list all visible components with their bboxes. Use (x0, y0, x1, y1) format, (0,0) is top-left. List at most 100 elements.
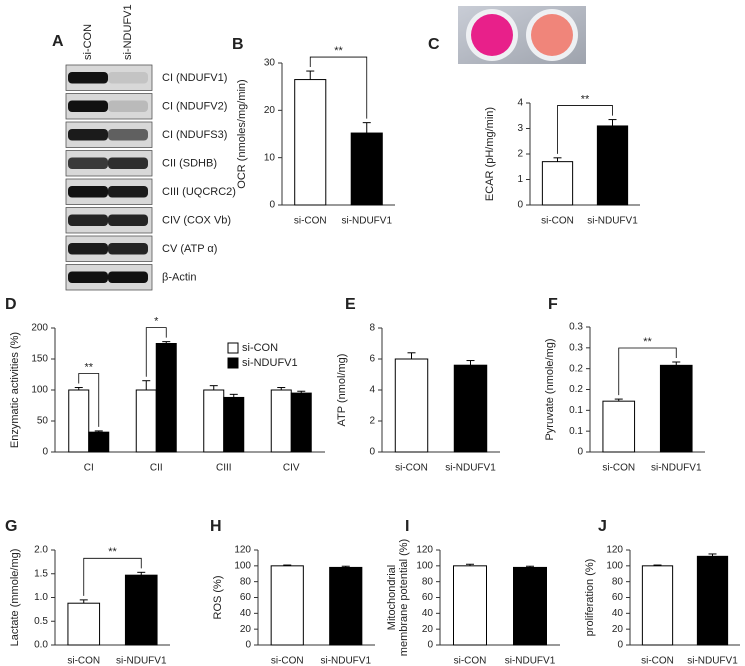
y-tick-label: 0.2 (569, 363, 583, 374)
bar (270, 389, 292, 453)
y-tick-label: 4 (369, 385, 375, 396)
bar (513, 566, 547, 646)
significance-bracket (618, 347, 677, 396)
y-axis-label: OCR (nmoles/mg/min) (236, 79, 248, 188)
significance-label: ** (334, 45, 343, 57)
y-tick-label: 80 (240, 576, 252, 587)
blot-band (68, 214, 108, 226)
panel-label: I (405, 518, 409, 535)
blot-band (108, 72, 148, 84)
y-tick-label: 0.5 (34, 616, 48, 627)
blot-row-label: CIV (COX Vb) (162, 215, 231, 227)
y-tick-label: 100 (31, 385, 48, 396)
panel-label: A (52, 33, 64, 50)
y-tick-label: 6 (369, 354, 375, 365)
y-tick-label: 80 (422, 576, 434, 587)
y-axis-label: ATP (nmol/mg) (336, 354, 348, 427)
blot-band (68, 157, 108, 169)
y-axis-label: Enzymatic activities (%) (9, 332, 21, 448)
significance-bracket (145, 327, 167, 377)
y-tick-label: 0.1 (569, 426, 583, 437)
y-axis-label: Pyruvate (nmole/mg) (544, 338, 556, 440)
y-tick-label: 30 (264, 58, 276, 69)
blot-row-label: CI (NDUFV2) (162, 101, 227, 113)
bar (88, 431, 110, 453)
y-tick-label: 2 (517, 149, 523, 160)
error-bar (407, 352, 416, 359)
significance-bracket (83, 557, 142, 596)
x-tick-label: CI (84, 463, 94, 474)
x-tick-label: si-CON (454, 656, 487, 666)
y-tick-label: 0 (577, 447, 583, 458)
significance-label: ** (643, 336, 652, 348)
y-tick-label: 120 (234, 545, 251, 556)
error-bar (142, 380, 151, 390)
blot-row-label: CI (NDUFV1) (162, 72, 227, 84)
blot-band (108, 271, 148, 283)
y-tick-label: 0.2 (569, 384, 583, 395)
significance-label: * (154, 316, 159, 328)
error-bar (708, 553, 717, 557)
bar (641, 565, 674, 646)
y-tick-label: 1.5 (34, 568, 48, 579)
x-tick-label: si-NDUFV1 (341, 216, 392, 227)
blot-band (108, 129, 148, 141)
panel-label: C (428, 36, 440, 53)
y-tick-label: 150 (31, 354, 48, 365)
error-bar (74, 387, 83, 390)
significance-bracket (309, 56, 368, 119)
y-tick-label: 0 (617, 640, 623, 651)
bar (223, 396, 245, 453)
x-tick-label: si-NDUFV1 (445, 463, 496, 474)
blot-band (68, 186, 108, 198)
bar (453, 565, 487, 646)
error-bar (277, 387, 286, 390)
x-tick-label: si-CON (67, 656, 100, 666)
y-axis-label: Mitochondrial (386, 565, 398, 630)
bar (203, 389, 225, 453)
blot-row-label: CII (SDHB) (162, 158, 217, 170)
y-tick-label: 80 (612, 576, 624, 587)
y-tick-label: 0.3 (569, 322, 583, 333)
bar (394, 358, 429, 453)
significance-label: ** (108, 546, 117, 558)
y-tick-label: 120 (416, 545, 433, 556)
bar (67, 602, 101, 646)
y-tick-label: 120 (606, 545, 623, 556)
error-bar (553, 157, 562, 162)
y-tick-label: 20 (612, 624, 624, 635)
legend-swatch (227, 357, 239, 369)
error-bar (94, 430, 103, 433)
significance-bracket (78, 373, 100, 427)
y-tick-label: 20 (422, 624, 434, 635)
y-tick-label: 1 (517, 174, 523, 185)
blot-band (108, 157, 148, 169)
y-tick-label: 0 (269, 200, 275, 211)
x-tick-label: si-NDUFV1 (687, 656, 738, 666)
blot-band (68, 100, 108, 112)
error-bar (608, 119, 617, 126)
blot-band (108, 214, 148, 226)
panel-label: F (548, 296, 558, 313)
y-tick-label: 20 (264, 105, 276, 116)
x-tick-label: CIV (283, 463, 300, 474)
error-bar (341, 565, 350, 568)
error-bar (79, 599, 88, 604)
y-tick-label: 40 (422, 608, 434, 619)
blot-row-label: CIII (UQCRC2) (162, 186, 236, 198)
bar (350, 132, 383, 206)
x-tick-label: si-CON (602, 463, 635, 474)
error-bar (526, 565, 534, 568)
error-bar (672, 361, 681, 366)
y-tick-label: 10 (264, 152, 276, 163)
y-tick-label: 0 (427, 640, 433, 651)
panel-label: D (5, 296, 17, 313)
blot-band (68, 271, 108, 283)
y-tick-label: 8 (369, 323, 375, 334)
error-bar (306, 70, 315, 80)
blot-band (108, 100, 148, 112)
y-tick-label: 40 (240, 608, 252, 619)
y-tick-label: 100 (234, 560, 251, 571)
bar (294, 79, 327, 206)
